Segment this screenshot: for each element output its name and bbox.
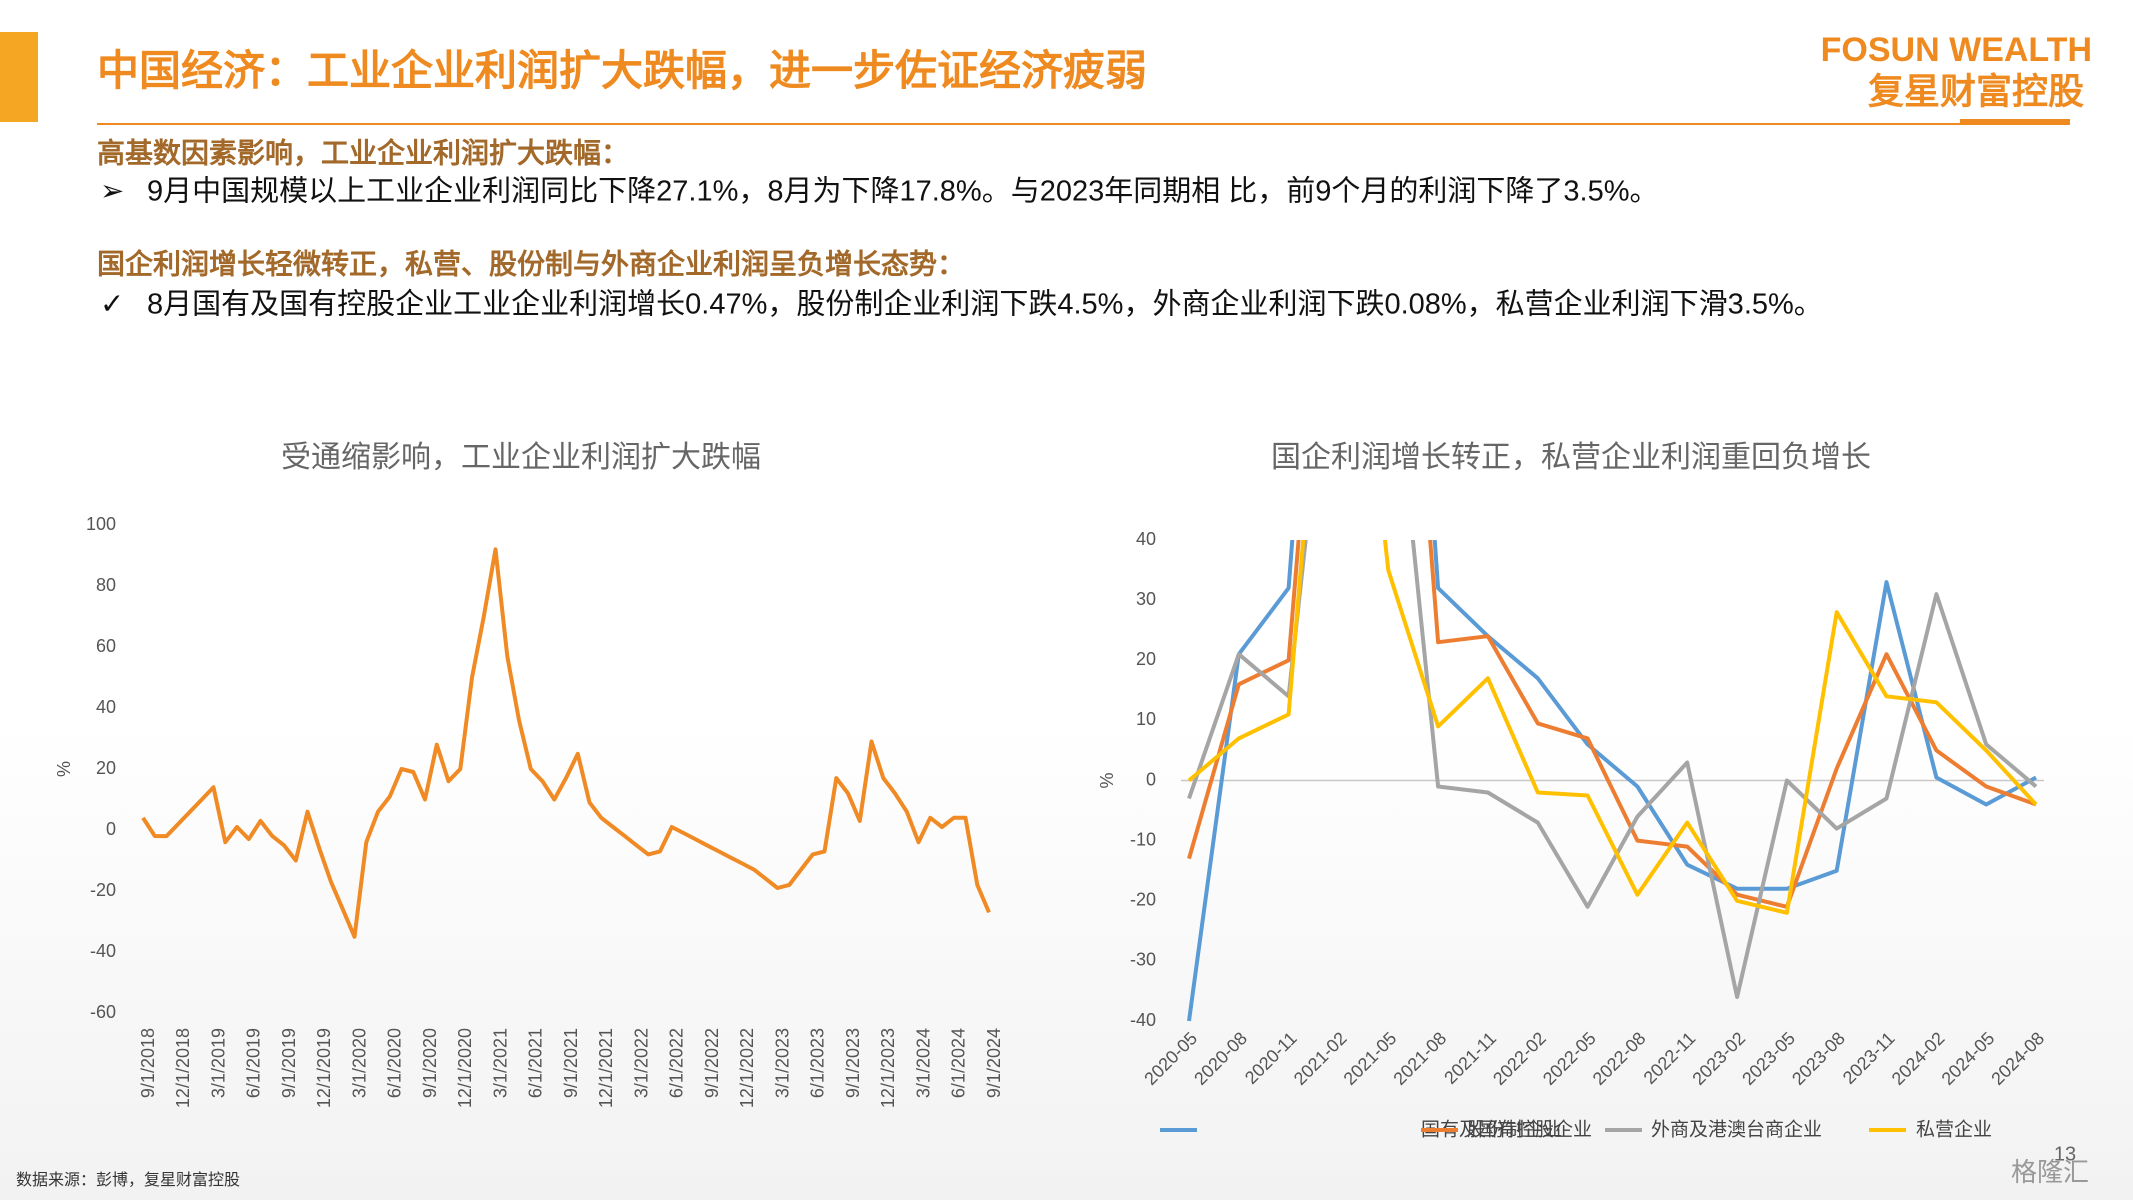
x-tick-label: 2023-05 bbox=[1738, 1028, 1799, 1089]
x-tick-label: 2024-05 bbox=[1938, 1028, 1999, 1089]
y-tick-label: 40 bbox=[1136, 529, 1156, 549]
y-tick-label: -40 bbox=[1130, 1010, 1156, 1030]
x-tick-label: 2022-05 bbox=[1539, 1028, 1600, 1089]
x-tick-label: 9/1/2024 bbox=[984, 1028, 1004, 1098]
plot-area bbox=[1187, 540, 2038, 1022]
x-tick-label: 12/1/2023 bbox=[878, 1028, 898, 1108]
x-tick-label: 9/1/2023 bbox=[843, 1028, 863, 1098]
y-tick-label: 0 bbox=[106, 819, 116, 839]
bullet: ➢ bbox=[100, 176, 124, 208]
source-note: 数据来源：彭博，复星财富控股 bbox=[16, 1171, 240, 1189]
series-line bbox=[1187, 540, 2038, 999]
x-tick-label: 9/1/2022 bbox=[702, 1028, 722, 1098]
y-tick-label: -30 bbox=[1130, 950, 1156, 970]
x-tick-label: 9/1/2018 bbox=[138, 1028, 158, 1098]
x-tick-label: 2020-05 bbox=[1140, 1028, 1201, 1089]
y-tick-label: 80 bbox=[96, 575, 116, 595]
x-tick-label: 6/1/2021 bbox=[526, 1028, 546, 1098]
legend-label: 股份制企业 bbox=[1467, 1118, 1562, 1140]
legend-label: 国有及国有控股企业 bbox=[1421, 1118, 1592, 1140]
x-tick-label: 6/1/2024 bbox=[949, 1028, 969, 1098]
x-tick-label: 2021-02 bbox=[1290, 1028, 1351, 1089]
y-tick-label: -60 bbox=[90, 1002, 116, 1022]
page-title: 中国经济：工业企业利润扩大跌幅，进一步佐证经济疲弱 bbox=[97, 47, 1147, 94]
x-tick-label: 3/1/2020 bbox=[349, 1028, 369, 1098]
x-tick-label: 9/1/2020 bbox=[420, 1028, 440, 1098]
x-tick-label: 12/1/2022 bbox=[737, 1028, 757, 1108]
x-tick-label: 2023-08 bbox=[1788, 1028, 1849, 1089]
chart-title: 受通缩影响，工业企业利润扩大跌幅 bbox=[281, 441, 761, 474]
logo-cn: 复星财富控股 bbox=[1868, 71, 2084, 112]
y-tick-label: -20 bbox=[1130, 890, 1156, 910]
x-tick-label: 2022-02 bbox=[1489, 1028, 1550, 1089]
x-tick-label: 9/1/2021 bbox=[561, 1028, 581, 1098]
x-tick-label: 2022-08 bbox=[1589, 1028, 1650, 1089]
y-axis-label: % bbox=[54, 761, 74, 777]
bullet-text: 9月中国规模以上工业企业利润同比下降27.1%，8月为下降17.8%。与2023… bbox=[147, 175, 1659, 208]
logo-en: FOSUN WEALTH bbox=[1821, 31, 2092, 69]
x-tick-label: 2021-08 bbox=[1389, 1028, 1450, 1089]
y-tick-label: -40 bbox=[90, 941, 116, 961]
x-tick-label: 3/1/2021 bbox=[490, 1028, 510, 1098]
watermark: 格隆汇 bbox=[2011, 1157, 2089, 1187]
y-tick-label: 60 bbox=[96, 636, 116, 656]
x-tick-label: 2021-05 bbox=[1340, 1028, 1401, 1089]
y-axis-label: % bbox=[1097, 772, 1117, 788]
header-bar bbox=[0, 32, 38, 122]
page-number: 13 bbox=[2054, 1143, 2076, 1165]
x-tick-label: 2023-02 bbox=[1688, 1028, 1749, 1089]
legend-label: 私营企业 bbox=[1916, 1118, 1992, 1140]
chart-title: 国企利润增长转正，私营企业利润重回负增长 bbox=[1271, 441, 1871, 474]
x-tick-label: 2024-02 bbox=[1888, 1028, 1949, 1089]
y-tick-label: 20 bbox=[96, 758, 116, 778]
section-heading: 高基数因素影响，工业企业利润扩大跌幅： bbox=[97, 136, 629, 168]
y-tick-label: 10 bbox=[1136, 709, 1156, 729]
x-tick-label: 6/1/2022 bbox=[667, 1028, 687, 1098]
x-tick-label: 2021-11 bbox=[1440, 1028, 1500, 1088]
bullet-text: 8月国有及国有控股企业工业企业利润增长0.47%，股份制企业利润下跌4.5%，外… bbox=[147, 288, 1823, 321]
bullet: ✓ bbox=[100, 289, 124, 321]
y-tick-label: 0 bbox=[1146, 769, 1156, 789]
y-tick-label: 20 bbox=[1136, 649, 1156, 669]
series-line bbox=[1187, 540, 2037, 1022]
x-tick-label: 2020-11 bbox=[1241, 1028, 1301, 1088]
x-tick-label: 3/1/2024 bbox=[913, 1028, 933, 1098]
x-tick-label: 2024-08 bbox=[1987, 1028, 2048, 1089]
x-tick-label: 6/1/2023 bbox=[808, 1028, 828, 1098]
series-line bbox=[1187, 540, 2037, 909]
legend-label: 外商及港澳台商企业 bbox=[1651, 1118, 1822, 1140]
x-tick-label: 12/1/2018 bbox=[173, 1028, 193, 1108]
x-tick-label: 9/1/2019 bbox=[279, 1028, 299, 1098]
y-tick-label: -10 bbox=[1130, 829, 1156, 849]
x-tick-label: 12/1/2020 bbox=[455, 1028, 475, 1108]
x-tick-label: 2023-11 bbox=[1839, 1028, 1899, 1088]
x-tick-label: 6/1/2019 bbox=[244, 1028, 264, 1098]
x-tick-label: 3/1/2023 bbox=[772, 1028, 792, 1098]
y-tick-label: 40 bbox=[96, 697, 116, 717]
x-tick-label: 12/1/2021 bbox=[596, 1028, 616, 1108]
y-tick-label: 30 bbox=[1136, 589, 1156, 609]
series-line bbox=[141, 547, 991, 939]
x-tick-label: 6/1/2020 bbox=[385, 1028, 405, 1098]
section-heading: 国企利润增长轻微转正，私营、股份制与外商企业利润呈负增长态势： bbox=[97, 247, 965, 279]
x-tick-label: 3/1/2019 bbox=[208, 1028, 228, 1098]
series-line bbox=[1187, 540, 2038, 915]
y-tick-label: -20 bbox=[90, 880, 116, 900]
x-tick-label: 3/1/2022 bbox=[631, 1028, 651, 1098]
plot-area bbox=[141, 547, 991, 939]
x-tick-label: 2022-11 bbox=[1640, 1028, 1700, 1088]
x-tick-label: 12/1/2019 bbox=[314, 1028, 334, 1108]
x-tick-label: 2020-08 bbox=[1190, 1028, 1251, 1089]
y-tick-label: 100 bbox=[86, 514, 116, 534]
